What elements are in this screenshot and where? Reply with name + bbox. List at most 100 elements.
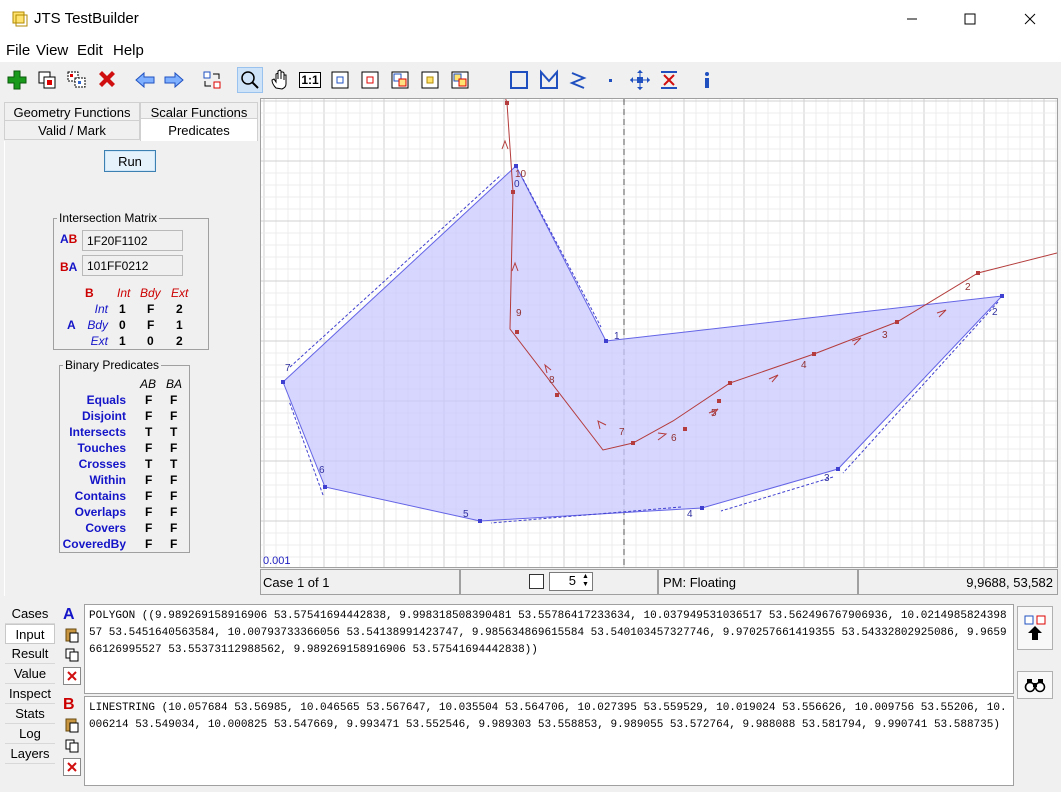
tab-result[interactable]: Result bbox=[5, 644, 55, 664]
edit-vertex-button[interactable] bbox=[627, 67, 653, 93]
binary-predicates-title: Binary Predicates bbox=[65, 358, 160, 372]
tab-scalar-functions[interactable]: Scalar Functions bbox=[140, 102, 258, 122]
info-button[interactable] bbox=[694, 67, 720, 93]
add-case-button[interactable] bbox=[4, 67, 30, 93]
zoom-icon bbox=[241, 71, 259, 89]
geometry-a-wkt[interactable]: POLYGON ((9.989269158916906 53.575416944… bbox=[84, 604, 1014, 694]
one-to-one-button[interactable]: 1:1 bbox=[297, 67, 323, 93]
paste-icon bbox=[65, 628, 79, 643]
menu-file[interactable]: File bbox=[6, 42, 31, 59]
geometry-b-wkt[interactable]: LINESTRING (10.057684 53.56985, 10.04656… bbox=[84, 696, 1014, 786]
duplicate-case-button[interactable] bbox=[64, 67, 90, 93]
ba-label: BA bbox=[60, 260, 78, 274]
layer-checkbox[interactable] bbox=[529, 574, 544, 589]
geometry-b-linestring[interactable] bbox=[502, 99, 1057, 451]
run-button[interactable]: Run bbox=[104, 150, 156, 172]
polygon-vertex-label: 6 bbox=[319, 465, 325, 476]
paste-a-button[interactable] bbox=[63, 626, 81, 644]
tab-log[interactable]: Log bbox=[5, 724, 55, 744]
copy-b-button[interactable] bbox=[63, 737, 81, 755]
tab-layers[interactable]: Layers bbox=[5, 744, 55, 764]
delete-vertex-button[interactable] bbox=[656, 67, 682, 93]
zoom-to-b-button[interactable] bbox=[387, 67, 413, 93]
ab-label: AB bbox=[60, 232, 78, 246]
tab-stats[interactable]: Stats bbox=[5, 704, 55, 724]
inspect-button[interactable] bbox=[1017, 671, 1053, 699]
tab-input[interactable]: Input bbox=[5, 624, 55, 644]
zoom-tool-button[interactable] bbox=[237, 67, 263, 93]
polygon-vertex bbox=[700, 506, 704, 510]
predicate-ba-value: F bbox=[170, 489, 178, 503]
predicate-name: Equals bbox=[86, 393, 126, 407]
pan-tool-button[interactable] bbox=[267, 67, 293, 93]
predicate-ba-value: T bbox=[170, 425, 178, 439]
spinner-field[interactable]: 5 bbox=[549, 572, 593, 591]
delete-case-button[interactable] bbox=[94, 67, 120, 93]
predicate-name: Overlaps bbox=[74, 505, 126, 519]
delete-vertex-icon bbox=[661, 71, 677, 89]
tab-cases[interactable]: Cases bbox=[5, 604, 55, 624]
prev-case-button[interactable] bbox=[132, 67, 158, 93]
polygon-vertex bbox=[478, 519, 482, 523]
linestring-vertex bbox=[812, 352, 816, 356]
copy-case-button[interactable] bbox=[34, 67, 60, 93]
clear-b-button[interactable] bbox=[63, 758, 81, 776]
matrix-row-bdy: Bdy bbox=[87, 318, 108, 332]
draw-linestring-icon bbox=[569, 72, 587, 89]
tab-predicates[interactable]: Predicates bbox=[140, 118, 258, 142]
predicate-name: Touches bbox=[77, 441, 126, 455]
load-result-icon bbox=[1024, 615, 1046, 640]
menu-bar bbox=[0, 38, 1061, 62]
predicate-ab-value: F bbox=[145, 393, 153, 407]
linestring-vertex bbox=[728, 381, 732, 385]
draw-point-button[interactable] bbox=[597, 67, 623, 93]
zoom-to-a-button[interactable] bbox=[357, 67, 383, 93]
polygon-vertex-label: 2 bbox=[992, 307, 998, 318]
clear-icon bbox=[67, 762, 77, 772]
menu-help[interactable]: Help bbox=[113, 42, 144, 59]
menu-edit[interactable]: Edit bbox=[77, 42, 103, 59]
spinner-arrows-icon[interactable]: ▲ ▼ bbox=[582, 573, 589, 588]
one-to-one-icon: 1:1 bbox=[299, 72, 321, 88]
tab-value[interactable]: Value bbox=[5, 664, 55, 684]
close-button[interactable] bbox=[1007, 0, 1053, 38]
draw-rectangle-button[interactable] bbox=[506, 67, 532, 93]
linestring-vertex bbox=[515, 330, 519, 334]
exchange-geometries-button[interactable] bbox=[199, 67, 225, 93]
tab-inspect[interactable]: Inspect bbox=[5, 684, 55, 704]
pred-col-ba: BA bbox=[166, 377, 183, 391]
predicate-name: Within bbox=[89, 473, 126, 487]
predicate-ab-value: T bbox=[145, 457, 153, 471]
menu-view[interactable]: View bbox=[36, 42, 69, 59]
prev-case-icon bbox=[135, 71, 155, 89]
paste-b-button[interactable] bbox=[63, 716, 81, 734]
draw-rectangle-icon bbox=[510, 71, 528, 89]
copy-a-button[interactable] bbox=[63, 646, 81, 664]
predicates-panel bbox=[4, 141, 258, 596]
maximize-button[interactable] bbox=[947, 0, 993, 38]
next-case-button[interactable] bbox=[161, 67, 187, 93]
tab-geometry-functions[interactable]: Geometry Functions bbox=[4, 102, 140, 122]
matrix-col-bdy: Bdy bbox=[140, 286, 161, 300]
draw-polygon-button[interactable] bbox=[536, 67, 562, 93]
ab-matrix-field[interactable]: 1F20F1102 bbox=[82, 230, 183, 251]
ba-matrix-field[interactable]: 101FF0212 bbox=[82, 255, 183, 276]
matrix-cell: 0 bbox=[147, 334, 154, 348]
draw-point-icon bbox=[609, 79, 612, 82]
load-result-button[interactable] bbox=[1017, 606, 1053, 650]
polygon-vertex bbox=[836, 467, 840, 471]
polygon-vertex-label: 4 bbox=[687, 509, 693, 520]
draw-linestring-button[interactable] bbox=[565, 67, 591, 93]
zoom-to-result-icon bbox=[421, 71, 439, 89]
polygon-vertex bbox=[323, 485, 327, 489]
minimize-button[interactable] bbox=[889, 0, 935, 38]
zoom-to-input-button[interactable] bbox=[327, 67, 353, 93]
zoom-to-a-icon bbox=[361, 71, 379, 89]
clear-a-button[interactable] bbox=[63, 667, 81, 685]
tab-valid-mark[interactable]: Valid / Mark bbox=[4, 120, 140, 140]
zoom-to-result-button[interactable] bbox=[417, 67, 443, 93]
geometry-a-polygon[interactable] bbox=[282, 165, 1004, 522]
zoom-to-full-button[interactable] bbox=[447, 67, 473, 93]
